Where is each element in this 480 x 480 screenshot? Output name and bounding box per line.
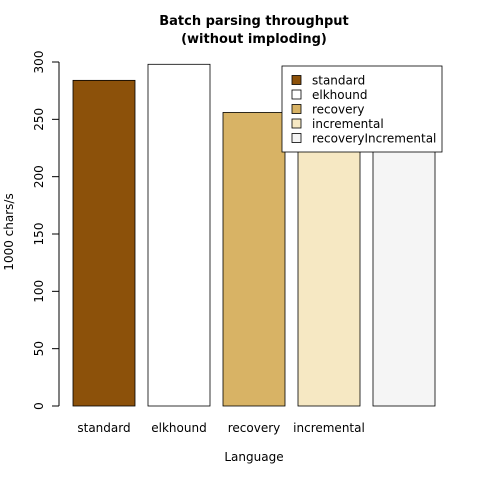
legend-swatch (291, 133, 302, 143)
legend-entry: recoveryIncremental (312, 132, 436, 146)
bar-recovery (222, 112, 286, 407)
bars-group (72, 63, 436, 407)
chart-title: Batch parsing throughput (159, 14, 349, 29)
bar-elkhound (147, 63, 211, 407)
y-axis-label: 1000 chars/s (2, 193, 16, 270)
y-axis: 0 50 100 150 200 250 300 (32, 51, 60, 410)
x-tick-label: recovery (228, 421, 281, 435)
legend-box (281, 65, 443, 153)
legend-entry: incremental (312, 117, 384, 131)
chart-subtitle: (without imploding) (181, 32, 327, 47)
y-tick-label: 150 (32, 223, 46, 246)
y-tick-label: 200 (32, 165, 46, 188)
y-tick-label: 100 (32, 280, 46, 303)
x-tick-label: incremental (293, 421, 365, 435)
y-tick-label: 50 (32, 341, 46, 356)
legend-swatch (291, 75, 302, 85)
y-tick-label: 300 (32, 51, 46, 74)
legend: standardelkhoundrecoveryincrementalrecov… (281, 65, 443, 153)
legend-swatch (291, 89, 302, 100)
legend-swatch (291, 104, 302, 114)
y-tick-label: 0 (32, 402, 46, 410)
x-axis-label: Language (224, 450, 283, 464)
legend-entry: standard (312, 74, 365, 88)
legend-swatch (291, 118, 302, 129)
x-tick-label: standard (77, 421, 130, 435)
bar-standard (72, 79, 136, 407)
legend-entry: elkhound (312, 88, 367, 102)
bar-incremental (297, 124, 361, 407)
bar-series-5 (372, 147, 436, 407)
x-tick-label: elkhound (151, 421, 206, 435)
legend-entry: recovery (312, 103, 365, 117)
x-tick-labels: standard elkhound recovery incremental (77, 421, 364, 435)
y-tick-label: 250 (32, 108, 46, 131)
